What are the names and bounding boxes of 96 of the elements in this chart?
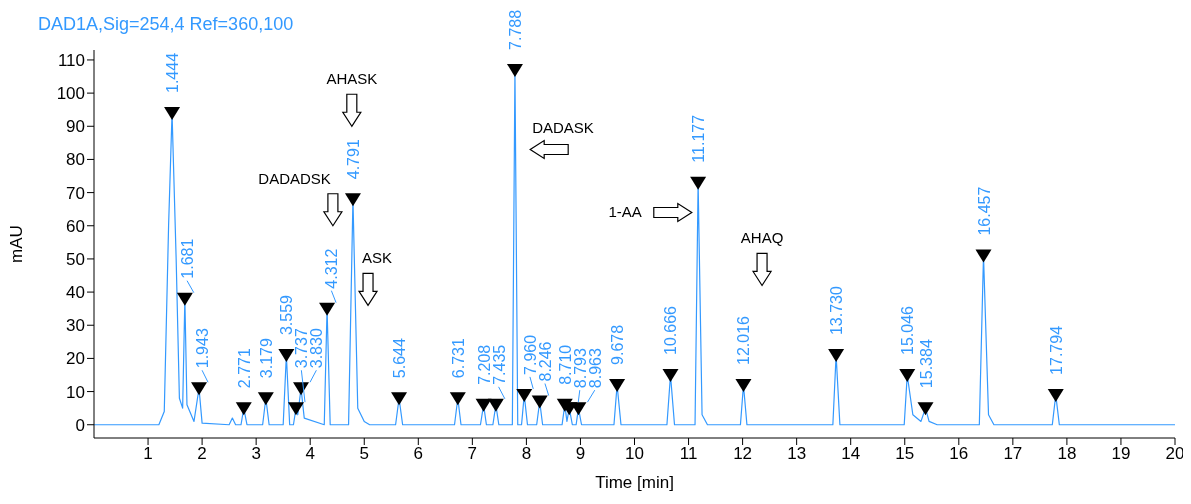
x-tick-label: 12 — [733, 444, 753, 464]
y-tick-label: 100 — [56, 84, 85, 104]
annotation: 16.457 — [975, 186, 993, 236]
y-tick-label: 0 — [75, 415, 85, 435]
point — [735, 378, 752, 392]
x-tick-label: 6 — [413, 444, 424, 464]
x-tick-label: 19 — [1111, 444, 1131, 464]
point — [487, 398, 504, 412]
x-tick-label: 5 — [359, 444, 369, 464]
y-tick-label: 10 — [66, 382, 85, 402]
point — [1047, 388, 1064, 402]
annotation: 15.384 — [917, 339, 935, 389]
point — [531, 395, 548, 409]
point — [899, 368, 916, 382]
x-tick-label: 11 — [679, 444, 698, 464]
annotation: 4.791 — [344, 139, 362, 180]
point — [164, 107, 181, 121]
annotation: DADADSK — [258, 169, 331, 187]
annotation: 12.016 — [735, 315, 753, 365]
x-tick-label: 7 — [467, 444, 478, 464]
point — [516, 388, 533, 402]
point — [319, 302, 336, 316]
x-tick-label: 2 — [197, 444, 207, 464]
point — [475, 398, 492, 412]
point — [975, 249, 992, 263]
annotation: 7.208 — [475, 344, 493, 385]
point — [609, 378, 626, 392]
x-tick-label: 8 — [521, 444, 532, 464]
annotation: 1.444 — [164, 52, 182, 94]
point — [176, 292, 193, 306]
point — [449, 392, 466, 406]
y-axis-title: mAU — [7, 225, 27, 263]
point — [391, 392, 408, 406]
y-tick-label: 80 — [66, 150, 85, 170]
x-axis-title: Time [min] — [595, 473, 674, 492]
x-tick-label: 10 — [625, 444, 644, 464]
annotation: 15.046 — [899, 305, 917, 355]
x-tick-label: 17 — [1003, 444, 1023, 464]
x-tick-label: 18 — [1057, 444, 1077, 464]
annotation: 8.246 — [536, 341, 554, 382]
annotation: 1.943 — [194, 328, 212, 369]
annotation: AHAQ — [740, 229, 784, 247]
annotation: 7.435 — [490, 344, 508, 385]
point — [506, 63, 523, 77]
annotation: 8.710 — [556, 344, 574, 385]
y-tick-label: 110 — [57, 50, 85, 70]
annotation: 1.681 — [179, 238, 197, 279]
annotation: 1-AA — [608, 203, 642, 221]
x-tick-label: 3 — [251, 444, 261, 464]
point — [191, 382, 208, 396]
x-tick-label: 20 — [1165, 444, 1185, 464]
point — [690, 176, 707, 190]
point — [278, 349, 295, 363]
annotation: 3.559 — [278, 294, 296, 336]
annotation: DADASK — [532, 119, 594, 137]
point — [662, 368, 679, 382]
point — [917, 402, 934, 416]
point — [344, 193, 361, 207]
point — [570, 402, 587, 416]
x-tick-label: 15 — [895, 444, 915, 464]
x-tick-label: 13 — [787, 444, 807, 464]
annotation: 7.960 — [521, 334, 539, 375]
annotation: 4.312 — [323, 248, 341, 289]
x-tick-label: 16 — [949, 444, 969, 464]
y-tick-label: 90 — [66, 117, 85, 137]
point — [235, 402, 252, 416]
point — [287, 402, 304, 416]
annotation: 3.830 — [308, 328, 326, 369]
y-tick-label: 50 — [66, 249, 85, 269]
y-tick-label: 60 — [66, 216, 85, 236]
annotation: ASK — [362, 249, 393, 267]
annotation: 7.788 — [506, 9, 524, 50]
annotation: 8.793 — [571, 348, 589, 389]
y-tick-label: 20 — [66, 349, 85, 369]
x-tick-label: 14 — [841, 444, 861, 464]
annotation: 10.666 — [662, 305, 680, 355]
annotation: 11.177 — [690, 114, 708, 163]
annotation: 13.730 — [828, 286, 846, 336]
y-tick-label: 40 — [66, 283, 85, 303]
annotation: 5.644 — [391, 338, 409, 379]
x-tick-label: 9 — [575, 444, 586, 464]
point — [257, 392, 274, 406]
annotation: 8.963 — [586, 348, 604, 389]
annotation: 2.771 — [235, 348, 253, 389]
point — [828, 349, 845, 363]
annotation: 6.731 — [449, 338, 467, 379]
chart-title: DAD1A,Sig=254,4 Ref=360,100 — [38, 14, 294, 34]
x-tick-label: 4 — [305, 444, 315, 464]
y-tick-label: 30 — [66, 316, 85, 336]
x-tick-label: 1 — [143, 444, 153, 464]
annotation: 3.179 — [257, 338, 275, 379]
y-tick-label: 70 — [66, 183, 85, 203]
annotation: 17.794 — [1047, 325, 1065, 375]
annotation: AHASK — [326, 70, 378, 88]
annotation: 9.678 — [609, 324, 627, 365]
annotation: 3.737 — [293, 328, 311, 369]
